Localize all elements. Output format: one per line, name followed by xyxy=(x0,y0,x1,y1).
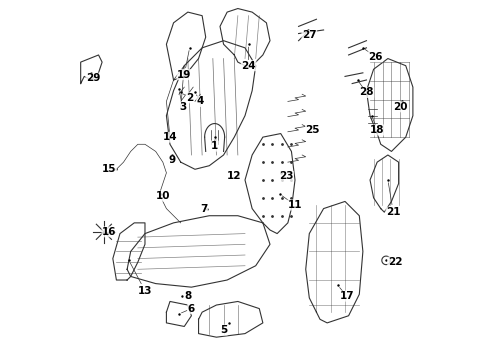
Text: 22: 22 xyxy=(388,257,402,267)
Text: 11: 11 xyxy=(288,200,302,210)
Text: 2: 2 xyxy=(186,93,193,103)
Text: 10: 10 xyxy=(156,191,170,201)
Text: 17: 17 xyxy=(340,291,354,301)
Text: 8: 8 xyxy=(184,291,192,301)
Text: 7: 7 xyxy=(200,203,208,213)
Text: 26: 26 xyxy=(368,52,383,62)
Text: 23: 23 xyxy=(279,171,294,181)
Text: 18: 18 xyxy=(370,125,385,135)
Text: 6: 6 xyxy=(188,303,195,314)
Text: 14: 14 xyxy=(163,132,177,142)
Text: 27: 27 xyxy=(302,30,317,40)
Text: 25: 25 xyxy=(306,125,320,135)
Text: 3: 3 xyxy=(179,102,186,112)
Text: 19: 19 xyxy=(177,69,192,80)
Text: 13: 13 xyxy=(138,286,152,296)
Text: 5: 5 xyxy=(220,325,227,335)
Text: 1: 1 xyxy=(211,141,218,151)
Text: 21: 21 xyxy=(386,207,400,217)
Text: 24: 24 xyxy=(241,61,256,71)
Text: 20: 20 xyxy=(393,102,408,112)
Text: 16: 16 xyxy=(102,227,117,237)
Text: 29: 29 xyxy=(86,73,100,83)
Text: 28: 28 xyxy=(359,87,374,98)
Text: 15: 15 xyxy=(102,164,117,174)
Text: 4: 4 xyxy=(196,96,204,107)
Text: 12: 12 xyxy=(227,171,242,181)
Text: 9: 9 xyxy=(168,156,175,165)
